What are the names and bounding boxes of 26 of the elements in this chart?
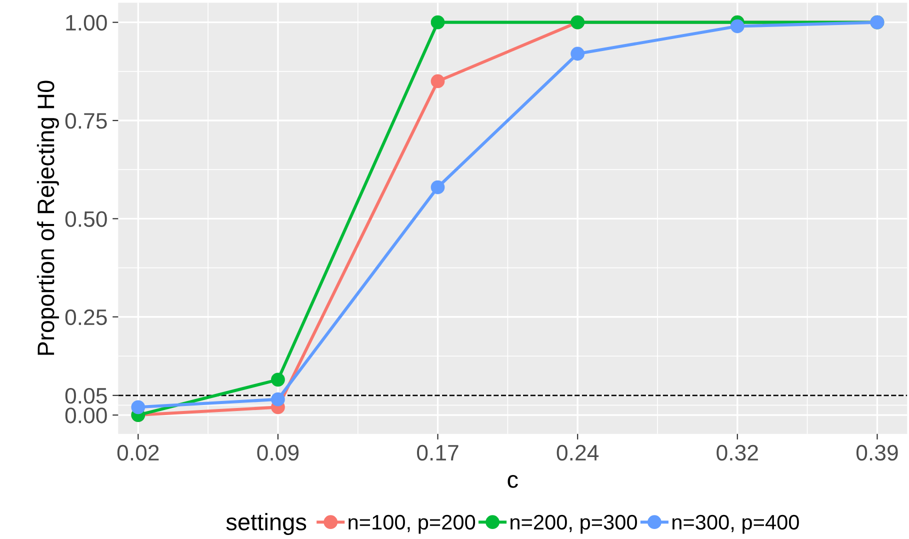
point <box>271 392 285 406</box>
y-tick-label: 0.75 <box>65 113 107 129</box>
point <box>730 19 744 34</box>
x-tick-label: 0.39 <box>856 444 898 461</box>
point <box>570 46 585 61</box>
x-tick-label: 0.24 <box>556 444 599 461</box>
point <box>131 400 146 414</box>
x-tick-label: 0.09 <box>257 444 299 461</box>
point <box>430 15 445 30</box>
legend-label: n=100, p=200 <box>348 514 476 534</box>
y-tick-label: 0.00 <box>65 408 107 424</box>
y-tick-label: 1.00 <box>66 14 107 31</box>
x-axis-title: c <box>508 474 518 488</box>
y-axis-title: Proportion of Rejecting H0 <box>36 80 59 355</box>
point <box>430 180 445 194</box>
x-tick-label: 0.17 <box>417 444 458 461</box>
y-tick-label: 0.05 <box>65 388 107 404</box>
y-tick-label: 0.50 <box>65 211 107 227</box>
point <box>430 74 445 88</box>
x-tick-label: 0.02 <box>117 444 159 461</box>
legend-label: n=200, p=300 <box>510 514 637 534</box>
y-tick-label: 0.25 <box>65 309 107 326</box>
x-tick-label: 0.32 <box>716 444 758 461</box>
legend-label: n=300, p=400 <box>672 514 799 534</box>
legend-title: settings <box>226 513 306 536</box>
point <box>271 372 285 387</box>
